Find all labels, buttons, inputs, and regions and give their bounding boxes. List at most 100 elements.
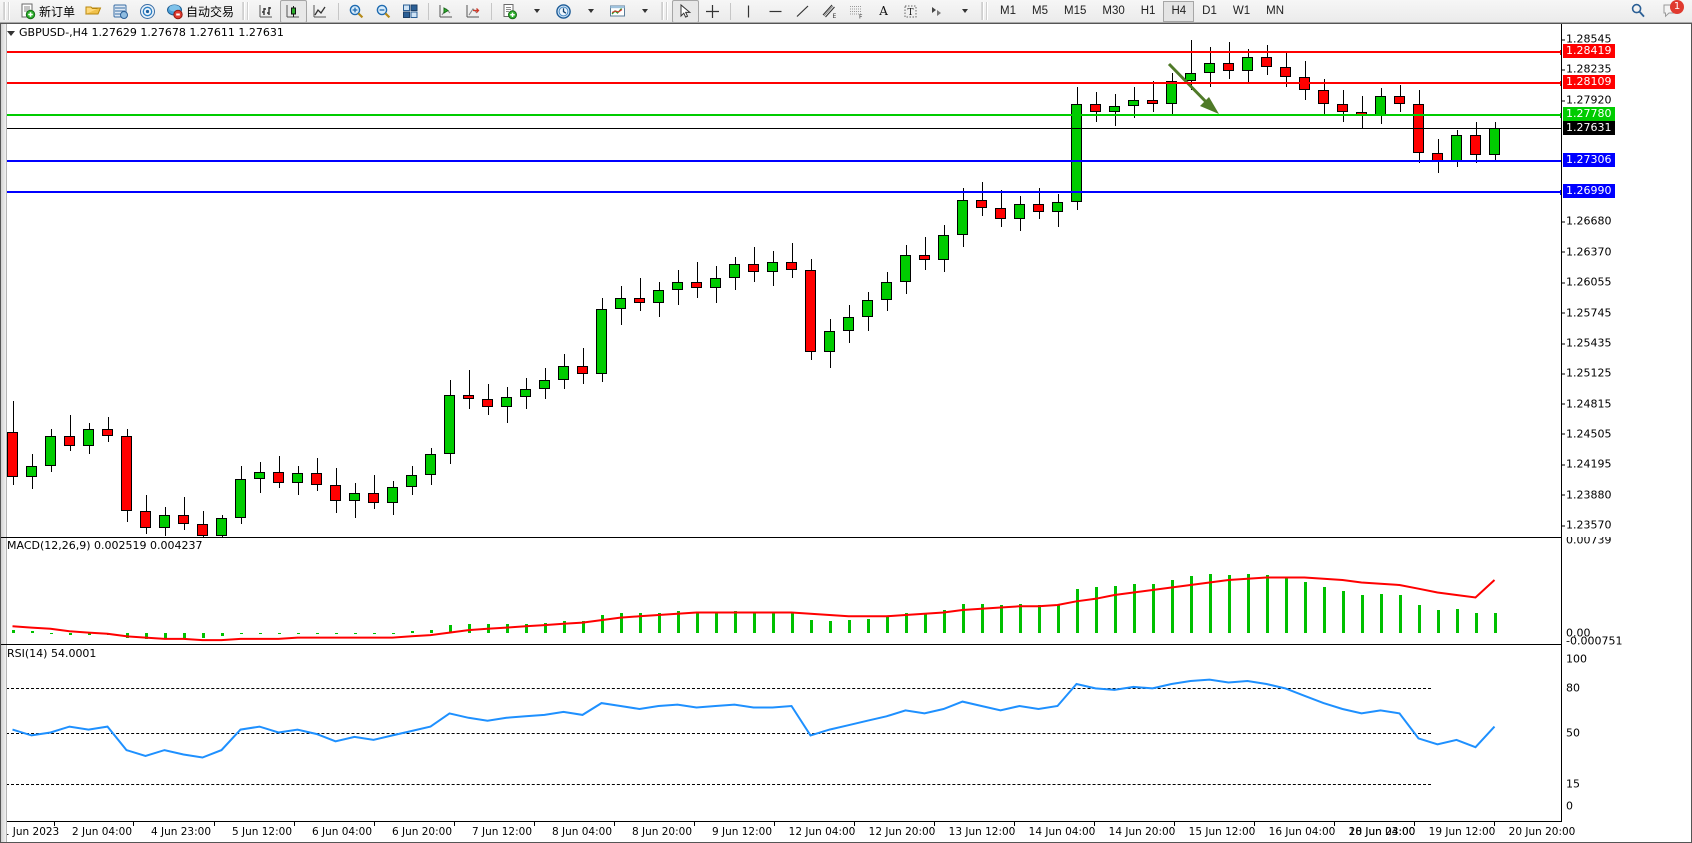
zoom-in-button[interactable] [343, 0, 370, 23]
timeframe-m15[interactable]: M15 [1064, 5, 1087, 17]
candle-body [995, 207, 1006, 220]
macd-title: MACD(12,26,9) 0.002519 0.004237 [7, 539, 203, 552]
equidistant-channel-button[interactable]: E [816, 0, 843, 23]
line-chart-button[interactable] [307, 0, 334, 23]
macd-histogram-bar [581, 621, 585, 633]
macd-histogram-bar [1056, 605, 1060, 633]
shapes-button[interactable] [924, 0, 951, 23]
toolbar-grip-2[interactable] [242, 2, 251, 20]
navigator-button[interactable] [134, 0, 161, 23]
candle-body [577, 366, 588, 374]
price-tick: 1.27920 [1562, 93, 1612, 107]
toolbar-grip[interactable] [3, 2, 11, 20]
timeframe-m30[interactable]: M30 [1102, 5, 1125, 17]
rsi-level-80 [1, 688, 1431, 690]
candle-body [121, 436, 132, 511]
templates-button[interactable] [604, 0, 631, 23]
time-axis-label: 7 Jun 12:00 [471, 826, 533, 838]
macd-histogram-bar [676, 611, 680, 633]
candle-body [1337, 104, 1348, 112]
text-button[interactable]: A [870, 0, 897, 23]
macd-histogram-bar [182, 632, 186, 638]
candlestick-chart-button[interactable] [280, 0, 308, 23]
timeframe-h4[interactable]: H4 [1163, 0, 1195, 22]
price-tick: 1.25745 [1562, 306, 1612, 320]
candle-body [596, 309, 607, 374]
price-scale[interactable]: 1.28545 1.28235 1.27920 1.26680 1.26370 1.260… [1561, 24, 1691, 537]
macd-histogram-bar [1151, 583, 1155, 633]
candle-body [349, 493, 360, 501]
trendline-button[interactable] [789, 0, 816, 23]
macd-histogram-bar [1113, 586, 1117, 633]
search-button[interactable] [1624, 0, 1651, 23]
price-plot[interactable] [1, 24, 1561, 537]
time-axis[interactable]: 1 Jun 2023 2 Jun 04:00 4 Jun 23:00 5 Jun 12… [1, 821, 1691, 842]
timeframe-m1[interactable]: M1 [1000, 5, 1017, 17]
price-tick: 1.25125 [1562, 366, 1612, 380]
chevron-down-icon [642, 9, 649, 13]
candle-body [691, 281, 702, 288]
macd-histogram-bar [296, 632, 300, 634]
timeframe-d1[interactable]: D1 [1202, 5, 1217, 17]
time-axis-separator [54, 822, 55, 826]
rsi-scale[interactable]: 100 80 50 15 0 [1561, 645, 1691, 822]
rsi-pane[interactable]: RSI(14) 54.0001 100 80 50 15 0 [1, 645, 1691, 822]
chart-area[interactable]: GBPUSD-,H4 1.27629 1.27678 1.27611 1.276… [0, 23, 1692, 843]
new-chart-button[interactable] [496, 0, 523, 23]
toolbar-separator-3 [491, 2, 493, 20]
horizontal-line-button[interactable] [762, 0, 789, 23]
vertical-line-button[interactable] [735, 0, 762, 23]
chevron-down-icon [588, 9, 595, 13]
new-chart-dropdown[interactable] [523, 0, 550, 23]
autotrading-button[interactable]: 自动交易 [161, 0, 239, 23]
bar-chart-button[interactable] [253, 0, 280, 23]
timeframe-h1[interactable]: H1 [1140, 5, 1156, 17]
cursor-button[interactable] [672, 0, 700, 23]
candle-body [748, 264, 759, 273]
market-window-icon [113, 4, 129, 19]
timeframe-mn[interactable]: MN [1266, 5, 1284, 17]
chart-shift-button[interactable] [433, 0, 460, 23]
time-axis-separator [854, 822, 855, 826]
macd-pane[interactable]: MACD(12,26,9) 0.002519 0.004237 0.00739 0… [1, 537, 1691, 645]
toolbar-grip-3[interactable] [661, 2, 670, 20]
price-pane[interactable]: GBPUSD-,H4 1.27629 1.27678 1.27611 1.276… [1, 24, 1691, 537]
zoom-out-button[interactable] [370, 0, 397, 23]
time-axis-separator [454, 822, 455, 826]
chevron-down-icon [962, 9, 969, 13]
fibonacci-button[interactable]: F [843, 0, 870, 23]
candle-body [805, 270, 816, 353]
macd-scale[interactable]: 0.00739 0.00 -0.000751 [1561, 537, 1691, 645]
shapes-dropdown[interactable] [951, 0, 978, 23]
crosshair-button[interactable] [699, 0, 726, 23]
price-tick: 1.26055 [1562, 275, 1612, 289]
macd-histogram-bar [790, 612, 794, 633]
auto-scroll-button[interactable] [460, 0, 487, 23]
timeframe-w1[interactable]: W1 [1232, 5, 1251, 17]
chevron-down-icon [7, 30, 15, 36]
macd-histogram-bar [1018, 603, 1022, 633]
time-axis-label: 15 Jun 12:00 [1188, 826, 1256, 838]
profile-button[interactable] [80, 0, 107, 23]
rsi-axis-label: 0 [1566, 799, 1573, 813]
toolbar-grip-4[interactable] [981, 2, 990, 20]
time-axis-label: 16 Jun 04:00 [1268, 826, 1336, 838]
macd-histogram-bar [315, 632, 319, 634]
time-axis-separator [774, 822, 775, 826]
period-button[interactable] [550, 0, 577, 23]
notifications-button[interactable]: 1 [1657, 0, 1684, 23]
market-watch-button[interactable] [107, 0, 134, 23]
candle-body [463, 395, 474, 400]
channel-icon: E [822, 4, 837, 20]
rsi-plot [1, 645, 1561, 822]
text-label-button[interactable]: T [897, 0, 924, 23]
timeframe-m5[interactable]: M5 [1032, 5, 1048, 17]
candle-wick [355, 483, 356, 519]
macd-plot [1, 537, 1561, 645]
period-dropdown[interactable] [577, 0, 604, 23]
candle-body [976, 199, 987, 208]
candle-wick [754, 246, 755, 282]
tile-windows-button[interactable] [397, 0, 424, 23]
new-order-button[interactable]: 新订单 [14, 0, 80, 23]
templates-dropdown[interactable] [631, 0, 658, 23]
